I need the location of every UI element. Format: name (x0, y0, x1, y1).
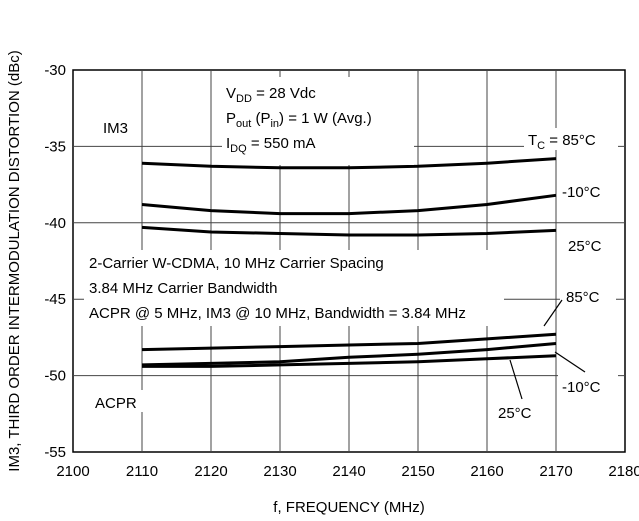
signal-line-3: ACPR @ 5 MHz, IM3 @ 10 MHz, Bandwidth = … (89, 305, 466, 322)
y-axis-title: IM3, THIRD ORDER INTERMODULATION DISTORT… (6, 50, 23, 471)
y-tick-label: -30 (44, 62, 66, 79)
conditions-box (222, 77, 414, 165)
im3-minus10-label: -10°C (562, 184, 601, 201)
x-tick-label: 2170 (539, 463, 572, 480)
y-tick-label: -35 (44, 138, 66, 155)
im3-25-label: 25°C (568, 238, 602, 255)
y-tick-label: -55 (44, 444, 66, 461)
y-tick-label: -40 (44, 215, 66, 232)
acpr-label: ACPR (95, 395, 137, 412)
im3-label: IM3 (103, 120, 128, 137)
signal-line-1: 2-Carrier W-CDMA, 10 MHz Carrier Spacing (89, 255, 384, 272)
x-tick-labels: 2100 2110 2120 2130 2140 2150 2160 2170 2180 (56, 463, 639, 480)
acpr-series-85c (141, 332, 557, 352)
pout-condition: Pout (Pin) = 1 W (Avg.) (226, 110, 372, 130)
idq-condition: IDQ = 550 mA (226, 135, 315, 155)
y-tick-label: -45 (44, 291, 66, 308)
x-tick-label: 2120 (194, 463, 227, 480)
im3-series-25c (141, 225, 557, 237)
y-tick-labels: -30 -35 -40 -45 -50 -55 (44, 62, 66, 461)
acpr-series-25c (142, 354, 557, 368)
x-tick-label: 2180 (608, 463, 639, 480)
tc-85-label: TC = 85°C (528, 132, 596, 152)
x-tick-label: 2160 (470, 463, 503, 480)
acpr-minus10-label: -10°C (562, 379, 601, 396)
signal-line-2: 3.84 MHz Carrier Bandwidth (89, 280, 277, 297)
acpr-series-minus10c (141, 342, 557, 367)
acpr-85-label: 85°C (566, 289, 600, 306)
acpr-25-leader (509, 359, 523, 400)
y-tick-label: -50 (44, 368, 66, 385)
x-tick-label: 2130 (263, 463, 296, 480)
x-tick-label: 2150 (401, 463, 434, 480)
im3-series-85c (141, 157, 557, 170)
x-tick-label: 2140 (332, 463, 365, 480)
vdd-condition: VDD = 28 Vdc (226, 85, 316, 105)
im3-series-minus10c (141, 193, 557, 216)
data-series (141, 157, 557, 368)
x-tick-label: 2110 (126, 463, 158, 480)
acpr-25-label: 25°C (498, 405, 532, 422)
x-tick-label: 2100 (56, 463, 89, 480)
acpr-85-leader (543, 299, 563, 327)
signal-description-box (84, 250, 504, 326)
x-axis-title: f, FREQUENCY (MHz) (273, 499, 424, 516)
acpr-minus10-leader (554, 351, 586, 373)
